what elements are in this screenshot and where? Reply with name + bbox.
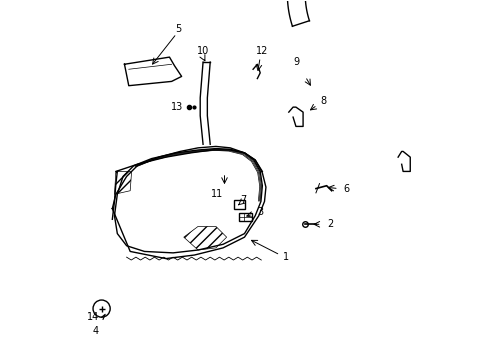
Text: 5: 5 [175,23,182,33]
Text: 3: 3 [257,207,263,217]
Text: 10: 10 [197,46,209,57]
Text: 6: 6 [342,184,348,194]
Text: 8: 8 [319,96,325,107]
Text: 12: 12 [256,46,268,57]
Text: 14: 14 [87,312,99,322]
Text: 13: 13 [170,102,183,112]
Text: 4: 4 [93,327,99,337]
Text: 9: 9 [292,57,298,67]
Text: 7: 7 [240,195,245,205]
Text: 1: 1 [282,252,288,262]
Text: 2: 2 [326,219,333,229]
Text: 11: 11 [211,189,223,199]
